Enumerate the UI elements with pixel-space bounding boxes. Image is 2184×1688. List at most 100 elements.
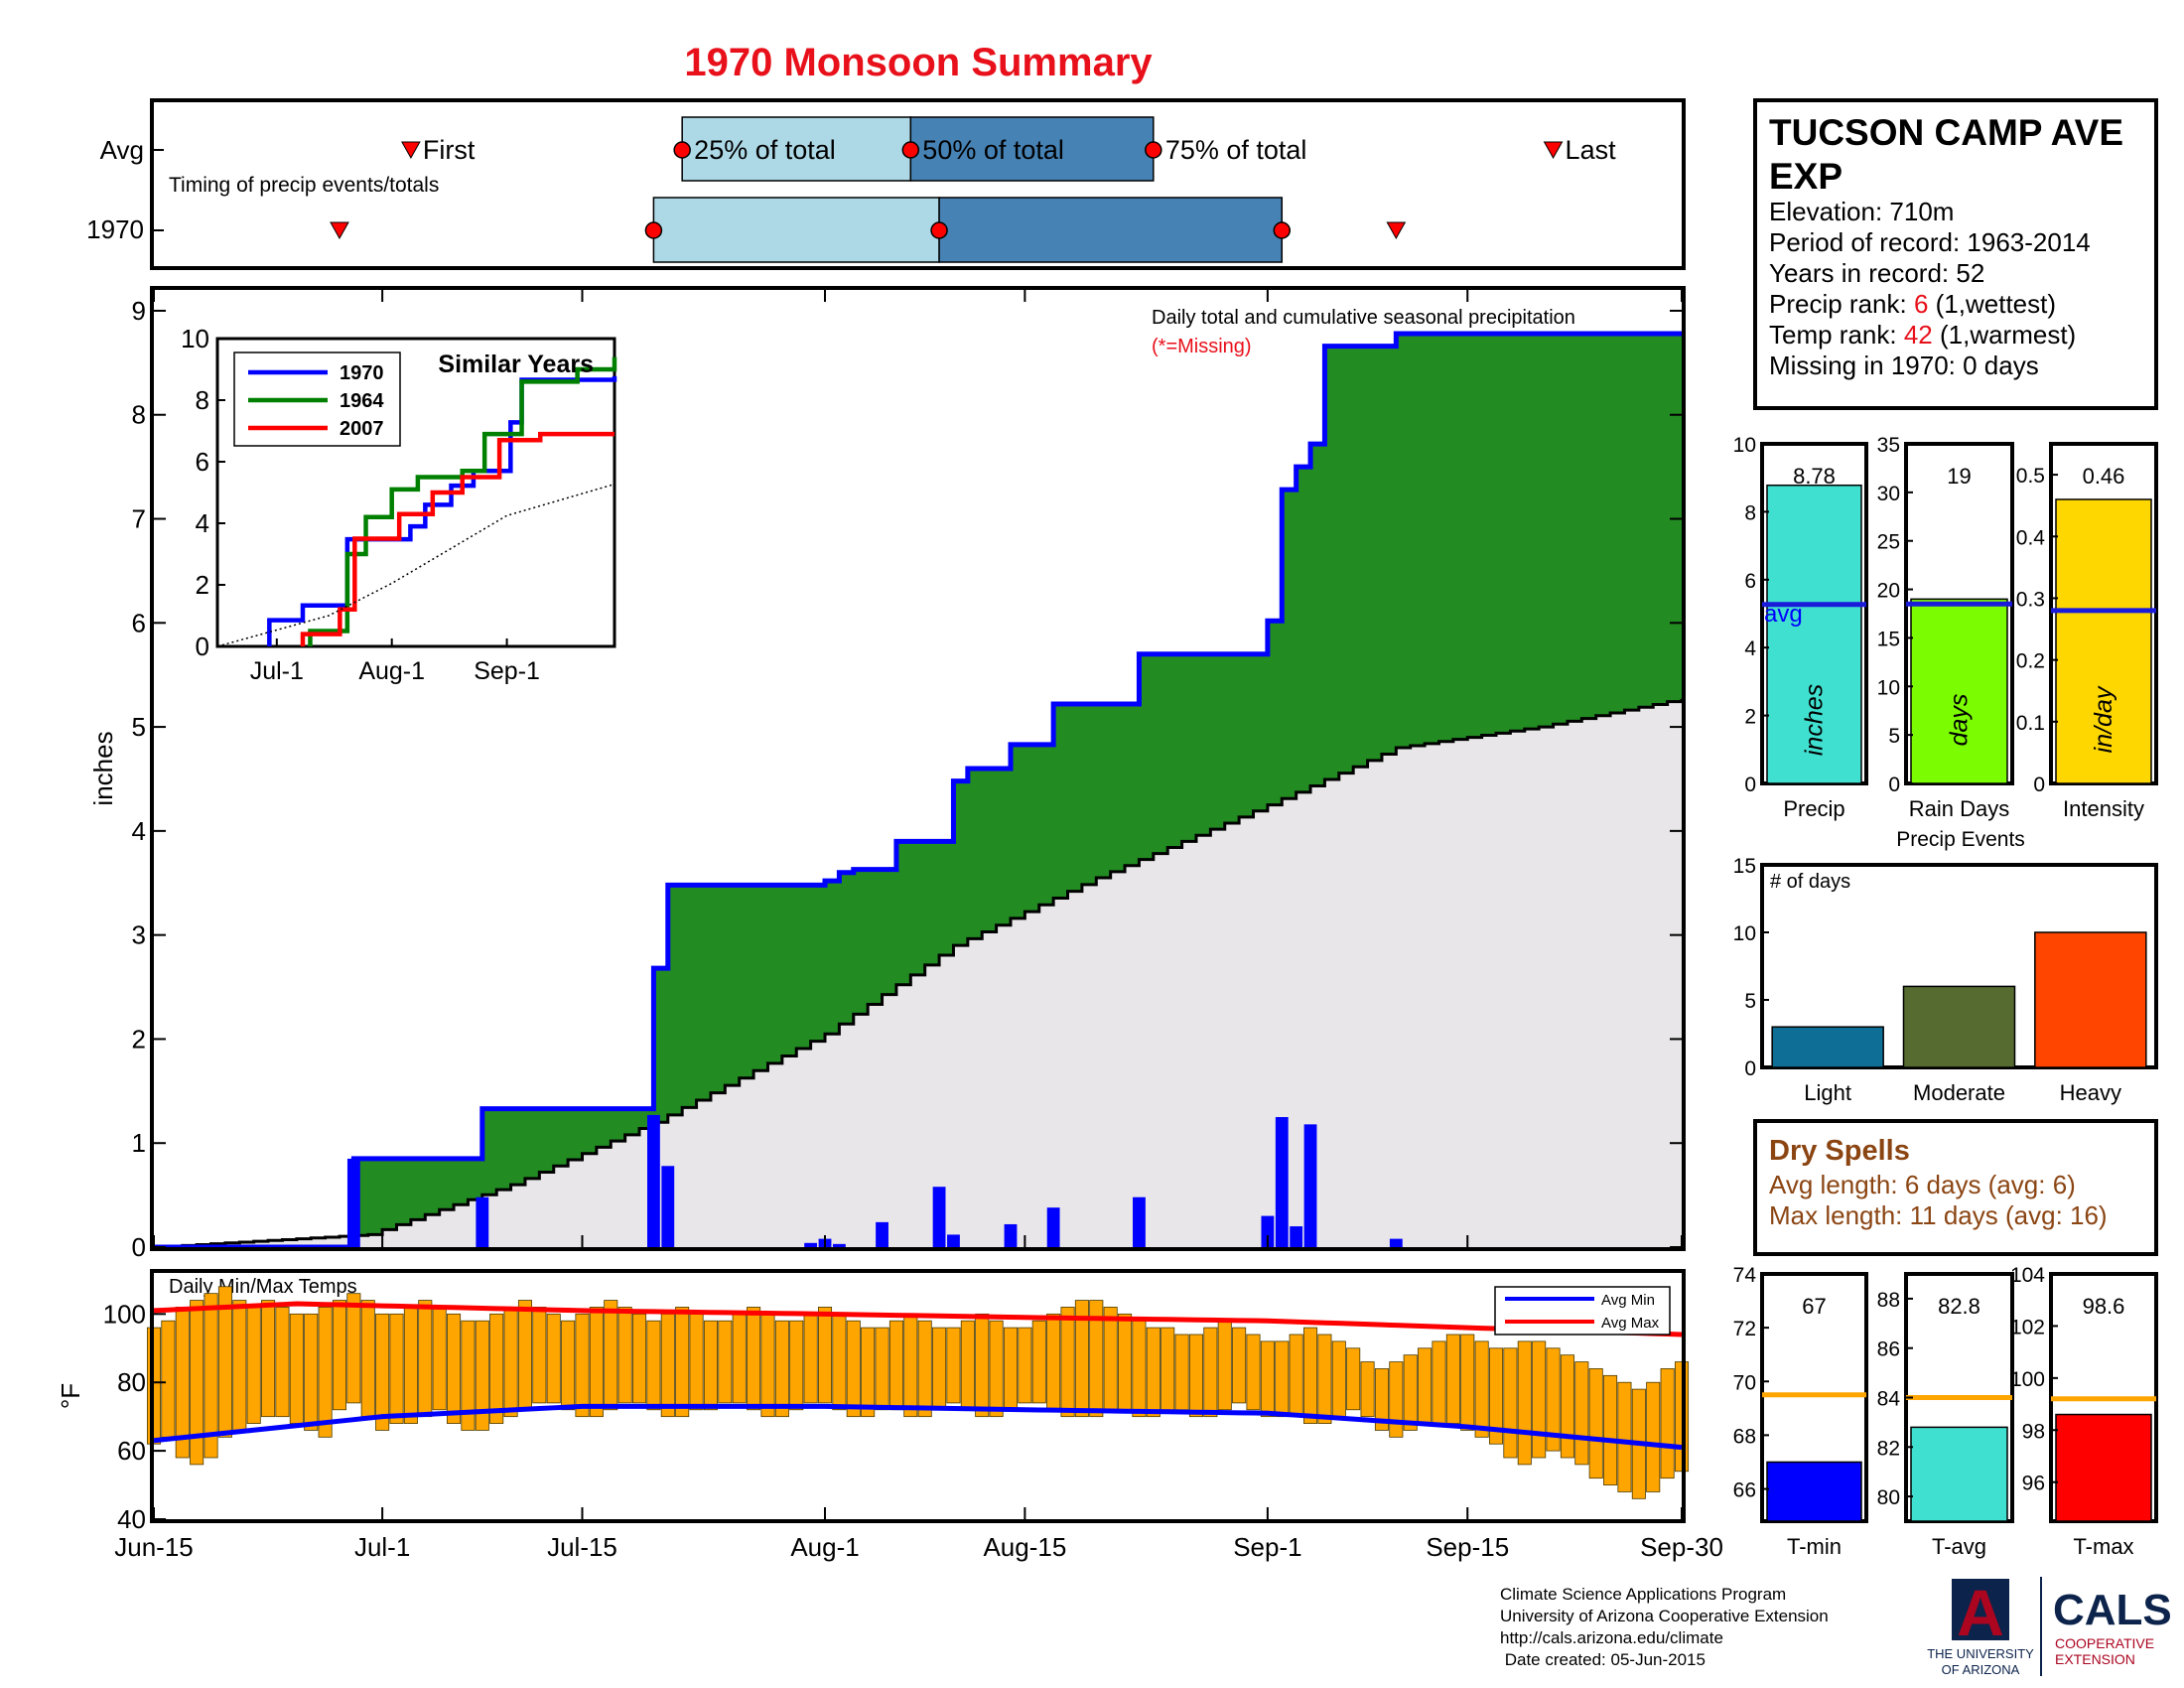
daily-temp-bar [447, 1313, 462, 1424]
daily-temp-bar [1246, 1334, 1261, 1411]
footer-line3: http://cals.arizona.edu/climate [1500, 1628, 1723, 1647]
daily-temp-bar [760, 1313, 775, 1418]
stat-y-tick-label: 20 [1877, 580, 1900, 603]
daily-temp-bar [475, 1320, 489, 1431]
daily-temp-bar [503, 1307, 518, 1418]
stat-y-tick-label: 84 [1877, 1388, 1901, 1411]
temperature-legend-box [1494, 1286, 1671, 1336]
station-missing: Missing in 1970: 0 days [1769, 351, 2039, 380]
precip-events-title: Precip Events [1896, 828, 2025, 851]
daily-precip-bar [1389, 1238, 1403, 1247]
stat-panel-precip-total: avg 8.78 0 2 4 6 8 10 inches Precip [1733, 434, 1868, 821]
x-tick-label: Jul-15 [547, 1532, 617, 1562]
stat-x-label: Intensity [2063, 796, 2144, 821]
precip-y-tick-label: 7 [132, 504, 146, 534]
temp-y-tick-label: 80 [117, 1367, 146, 1397]
daily-precip-bar [1261, 1215, 1275, 1247]
daily-temp-bar [660, 1313, 675, 1418]
x-tick-label: Aug-15 [983, 1532, 1066, 1562]
avg-25-50-box [681, 116, 912, 182]
precip-event-bar [2034, 931, 2147, 1068]
daily-temp-bar [875, 1327, 889, 1411]
p25-label: 25% of total [694, 135, 836, 165]
dry-spells-box: Dry Spells Avg length: 6 days (avg: 6) M… [1753, 1119, 2158, 1256]
stat-value-label: 67 [1802, 1294, 1826, 1319]
precip-y-tick-label: 6 [132, 608, 146, 637]
average-cumulative-line [154, 698, 1684, 1249]
stat-y-tick-label: 0 [1888, 774, 1900, 796]
daily-temp-bar [1660, 1368, 1675, 1479]
stat-y-tick-label: 6 [1744, 570, 1756, 593]
temp-rank-label: Temp rank: [1769, 320, 1904, 350]
daily-temp-bar [1574, 1361, 1589, 1466]
stat-value-label: 0.46 [2083, 464, 2125, 489]
daily-temp-bar [946, 1327, 961, 1404]
daily-temp-bar [989, 1320, 1004, 1418]
inset-x-tick-label: Jul-1 [250, 657, 304, 685]
inset-x-tick-label: Sep-1 [474, 657, 540, 685]
stat-y-tick-label: 0.4 [2016, 526, 2046, 549]
stat-y-tick-label: 74 [1733, 1264, 1757, 1287]
daily-temp-bar [1488, 1347, 1504, 1445]
daily-precip-bar [1004, 1223, 1018, 1247]
footer-line1: Climate Science Applications Program [1500, 1585, 1786, 1604]
daily-precip-bar [476, 1196, 489, 1247]
daily-temp-bar [332, 1300, 347, 1411]
daily-temp-bar [817, 1307, 833, 1404]
x-tick-label: Jun-15 [114, 1532, 194, 1562]
daily-temp-bar [561, 1320, 576, 1411]
inset-y-tick-label: 2 [196, 570, 209, 600]
stat-x-label: T-min [1787, 1534, 1842, 1559]
daily-temp-bar [646, 1320, 661, 1411]
stat-value-label: 8.78 [1793, 464, 1836, 489]
first-event-marker [401, 141, 421, 160]
daily-temp-bar [532, 1307, 547, 1404]
stat-y-tick-label: 0.2 [2016, 650, 2045, 673]
stat-y-tick-label: 2 [1744, 706, 1756, 729]
footer-line2: University of Arizona Cooperative Extens… [1500, 1607, 1829, 1625]
stat-y-tick-label: 10 [1877, 676, 1900, 699]
daily-temp-bar [375, 1313, 390, 1431]
similar-years-inset: 0 2 4 6 8 10 Jul-1 Aug-1 Sep-1 1970 1964 2007 Simila… [181, 324, 617, 685]
precip-y-tick-label: 4 [132, 816, 146, 846]
ua-logo-line2: OF ARIZONA [1942, 1662, 2020, 1677]
precip-y-tick-label: 1 [132, 1128, 146, 1158]
daily-temp-bar [1389, 1361, 1404, 1438]
stat-inner-label: in/day [2090, 685, 2117, 753]
stat-y-tick-label: 15 [1877, 628, 1900, 650]
avg-min-line [153, 1403, 1683, 1451]
daily-temp-bar [1532, 1340, 1547, 1459]
stat-panel-rain-days: 19 0 5 10 15 20 25 30 35 days Rain Days [1877, 434, 2014, 821]
daily-temp-bar [304, 1313, 319, 1431]
daily-temp-bar [1275, 1340, 1290, 1418]
daily-temp-bar [161, 1320, 176, 1438]
temperature-chart: Daily Min/Max Temps °F 40 60 80 100 Jun-15 Ju… [56, 1269, 1723, 1562]
daily-precip-bar [876, 1221, 888, 1247]
daily-temp-bar [1303, 1327, 1318, 1424]
stat-value-label: 82.8 [1938, 1294, 1980, 1319]
x-tick-label: Jul-1 [354, 1532, 410, 1562]
temp-y-tick-label: 40 [117, 1504, 146, 1534]
stat-y-tick-label: 5 [1888, 725, 1900, 748]
stat-y-tick-label: 30 [1877, 483, 1900, 505]
daily-temp-bar [975, 1313, 990, 1418]
stat-panel-t-max: 98.6 96 98 100 102 104 T-max [2010, 1264, 2158, 1559]
stat-panel-intensity: 0.46 0 0.1 0.2 0.3 0.4 0.5 in/day Intensity [2016, 442, 2158, 821]
daily-precip-bar [1046, 1207, 1060, 1247]
daily-temp-bar [1146, 1327, 1160, 1418]
daily-temp-bar [1603, 1374, 1618, 1485]
precip-rank-label: Precip rank: [1769, 289, 1914, 319]
stat-y-tick-label: 25 [1877, 531, 1900, 554]
events-y-tick-label: 10 [1733, 922, 1756, 945]
precip-y-tick-label: 0 [132, 1232, 146, 1262]
precip-y-tick-label: 5 [132, 712, 146, 742]
daily-temp-bar [1617, 1381, 1632, 1492]
daily-temp-bar [517, 1300, 532, 1411]
p50-label: 50% of total [922, 135, 1064, 165]
daily-temp-bar [604, 1300, 618, 1411]
stat-y-tick-label: 98 [2022, 1420, 2045, 1443]
daily-temp-bar [1232, 1327, 1247, 1404]
station-elevation: Elevation: 710m [1769, 197, 1954, 226]
cals-logo-line2: EXTENSION [2055, 1651, 2135, 1667]
stat-value-bar [1766, 1461, 1862, 1522]
